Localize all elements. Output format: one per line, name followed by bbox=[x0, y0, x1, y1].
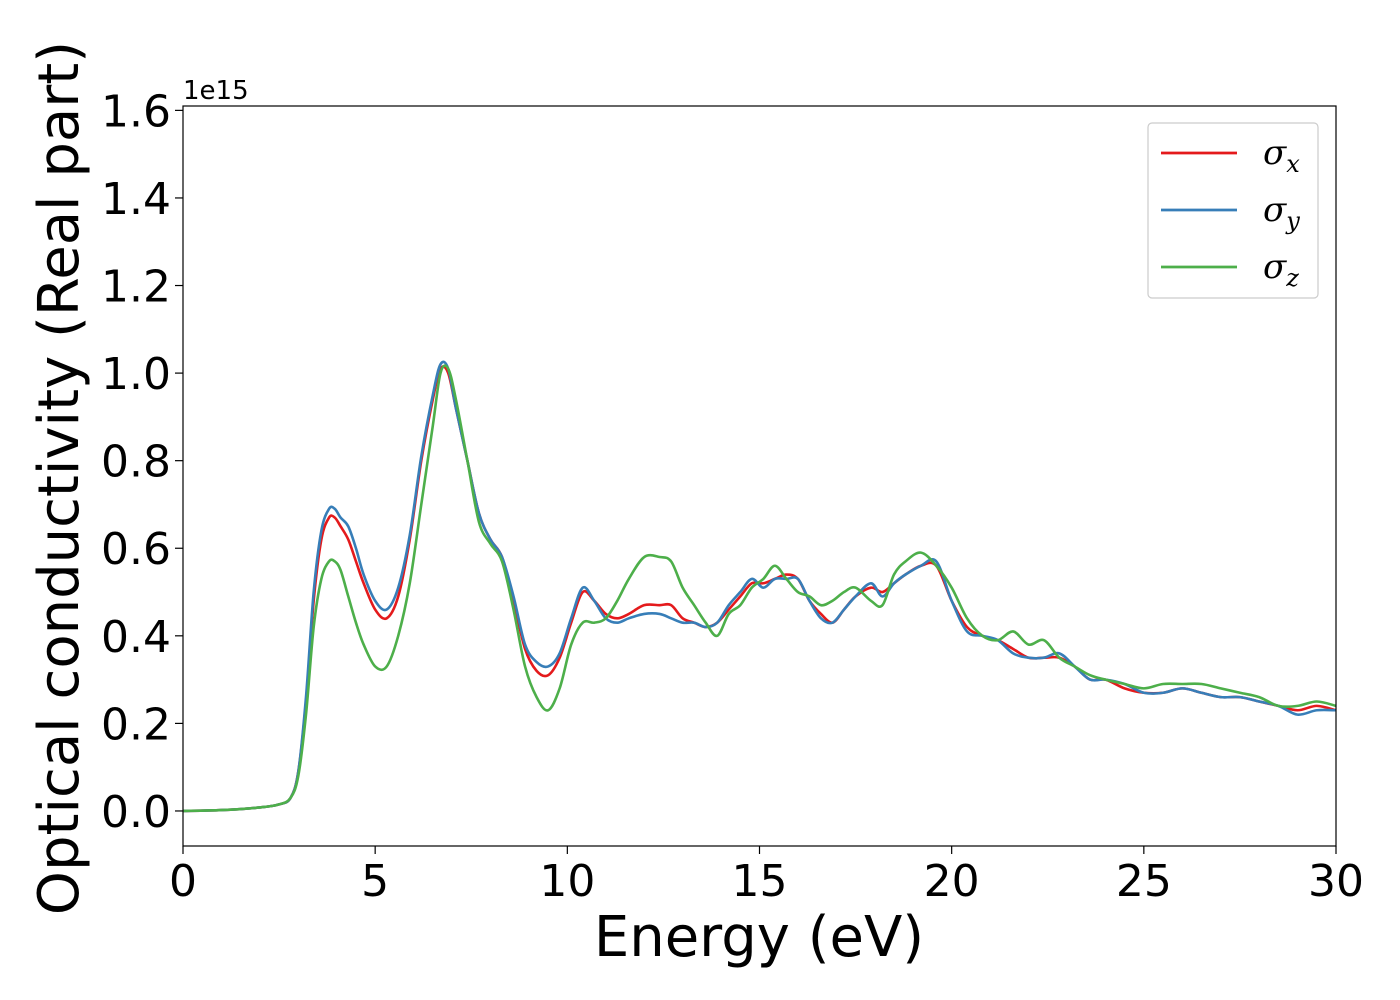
legend: σx σy σz bbox=[1147, 122, 1319, 299]
series-line-y bbox=[183, 360, 1336, 813]
x-axis-label: Energy (eV) bbox=[594, 905, 924, 970]
y-tick-label: 1.6 bbox=[101, 86, 171, 137]
y-tick-label: 0.2 bbox=[101, 699, 171, 750]
y-tick-label: 0.4 bbox=[101, 612, 171, 663]
y-tick-label: 1.4 bbox=[101, 174, 171, 225]
x-tick-label: 15 bbox=[732, 856, 788, 907]
y-axis-label: Optical conductivity (Real part) bbox=[27, 41, 92, 915]
legend-label-z: σz bbox=[1263, 247, 1299, 292]
y-tick-label: 0.8 bbox=[101, 437, 171, 488]
y-axis: 0.0 0.2 0.4 0.6 0.8 1.0 1.2 1.4 1.6 bbox=[101, 86, 183, 838]
y-tick-label: 1.2 bbox=[101, 262, 171, 313]
series-layer bbox=[183, 360, 1336, 813]
x-tick-label: 5 bbox=[361, 856, 389, 907]
y-tick-label: 1.0 bbox=[101, 349, 171, 400]
y-offset-label: 1e15 bbox=[183, 76, 249, 106]
legend-label-x: σx bbox=[1263, 133, 1300, 178]
x-tick-label: 25 bbox=[1116, 856, 1172, 907]
y-tick-label: 0.6 bbox=[101, 524, 171, 575]
y-tick-label: 0.0 bbox=[101, 787, 171, 838]
x-tick-label: 20 bbox=[924, 856, 980, 907]
x-axis: 0 5 10 15 20 25 30 bbox=[169, 846, 1364, 907]
legend-label-y: σy bbox=[1263, 190, 1300, 235]
x-tick-label: 30 bbox=[1308, 856, 1364, 907]
series-line-z bbox=[183, 364, 1336, 813]
x-tick-label: 10 bbox=[539, 856, 595, 907]
x-tick-label: 0 bbox=[169, 856, 197, 907]
